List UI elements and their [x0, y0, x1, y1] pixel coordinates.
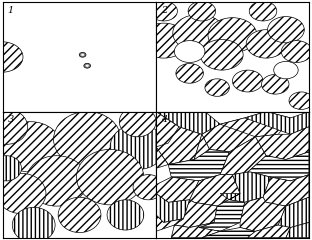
Circle shape — [0, 109, 27, 144]
Circle shape — [0, 122, 61, 172]
Circle shape — [249, 1, 277, 21]
Polygon shape — [220, 112, 290, 137]
Polygon shape — [202, 118, 255, 152]
Circle shape — [12, 207, 55, 240]
Circle shape — [176, 64, 203, 83]
Circle shape — [289, 92, 312, 109]
Polygon shape — [156, 147, 168, 168]
Polygon shape — [240, 197, 286, 231]
Polygon shape — [220, 137, 266, 175]
Polygon shape — [174, 200, 217, 228]
Circle shape — [281, 41, 312, 62]
Circle shape — [86, 65, 89, 67]
Circle shape — [54, 112, 121, 167]
Circle shape — [261, 74, 289, 94]
Polygon shape — [275, 197, 309, 228]
Circle shape — [200, 40, 243, 70]
Circle shape — [76, 149, 144, 205]
Circle shape — [246, 30, 286, 58]
Polygon shape — [168, 149, 229, 181]
Circle shape — [84, 63, 90, 68]
Polygon shape — [156, 177, 199, 202]
Circle shape — [0, 42, 23, 72]
Circle shape — [0, 156, 22, 181]
Circle shape — [79, 52, 86, 57]
Circle shape — [188, 1, 216, 21]
Polygon shape — [190, 175, 240, 206]
Polygon shape — [156, 215, 183, 238]
Circle shape — [268, 17, 304, 43]
Text: 4: 4 — [161, 115, 167, 124]
Circle shape — [174, 41, 205, 62]
Polygon shape — [156, 112, 179, 147]
Circle shape — [133, 175, 163, 200]
Polygon shape — [156, 127, 202, 165]
Polygon shape — [245, 112, 309, 134]
Circle shape — [0, 173, 46, 214]
Circle shape — [208, 18, 257, 53]
Circle shape — [205, 79, 229, 96]
Polygon shape — [171, 222, 220, 238]
Circle shape — [232, 70, 263, 92]
Polygon shape — [263, 175, 309, 206]
Circle shape — [107, 200, 144, 230]
Text: 3: 3 — [8, 115, 14, 124]
Polygon shape — [220, 172, 271, 202]
Polygon shape — [248, 225, 290, 238]
Polygon shape — [199, 193, 245, 231]
Circle shape — [150, 1, 178, 21]
Circle shape — [139, 23, 188, 58]
Circle shape — [119, 107, 156, 137]
Polygon shape — [156, 112, 220, 134]
Text: 2: 2 — [161, 6, 167, 15]
Text: 1: 1 — [8, 6, 14, 15]
Circle shape — [274, 61, 298, 79]
Circle shape — [81, 54, 84, 56]
Circle shape — [110, 124, 165, 169]
Polygon shape — [202, 228, 255, 238]
Circle shape — [173, 14, 225, 52]
Polygon shape — [194, 134, 209, 159]
Polygon shape — [286, 222, 309, 238]
Polygon shape — [156, 193, 190, 222]
Polygon shape — [255, 127, 309, 159]
Polygon shape — [248, 152, 309, 181]
Circle shape — [58, 197, 101, 233]
Circle shape — [26, 156, 87, 206]
